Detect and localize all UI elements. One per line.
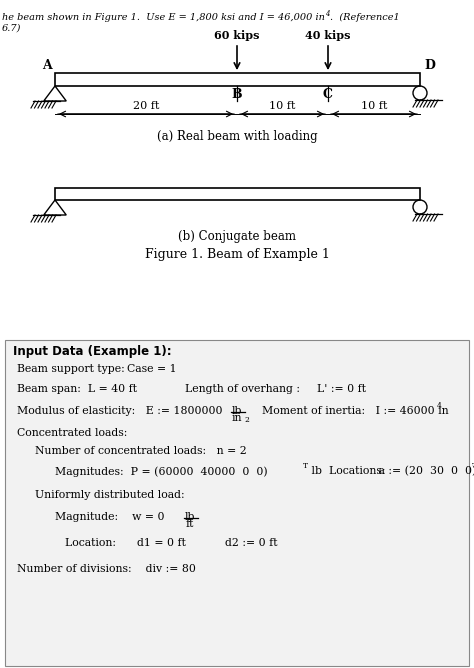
Text: L' := 0 ft: L' := 0 ft (317, 384, 366, 394)
Text: 60 kips: 60 kips (214, 30, 260, 41)
Text: in: in (232, 413, 243, 423)
Text: 40 kips: 40 kips (305, 30, 351, 41)
Text: 2: 2 (244, 416, 249, 424)
Text: Input Data (Example 1):: Input Data (Example 1): (13, 345, 172, 358)
Text: Magnitude:    w = 0: Magnitude: w = 0 (55, 512, 164, 522)
Text: 6.7): 6.7) (2, 24, 21, 33)
Text: lb: lb (185, 512, 195, 522)
Text: Modulus of elasticity:   E := 1800000: Modulus of elasticity: E := 1800000 (17, 406, 222, 416)
Bar (55, 73, 420, 86)
Text: B: B (232, 88, 242, 101)
Bar (5, 340, 469, 666)
Text: 4: 4 (437, 402, 442, 410)
Text: he beam shown in Figure 1.  Use E = 1,800 ksi and I = 46,000 in: he beam shown in Figure 1. Use E = 1,800… (2, 13, 325, 22)
Text: Beam support type:: Beam support type: (17, 364, 125, 374)
Text: A: A (42, 59, 52, 72)
Text: C: C (323, 88, 333, 101)
Text: Case = 1: Case = 1 (127, 364, 177, 374)
Text: (b) Conjugate beam: (b) Conjugate beam (179, 230, 297, 243)
Text: 10 ft: 10 ft (361, 101, 387, 111)
Text: 4: 4 (325, 10, 329, 18)
Text: T: T (472, 462, 474, 470)
Text: lb: lb (232, 406, 243, 416)
Text: Location:      d1 = 0 ft: Location: d1 = 0 ft (65, 538, 186, 548)
Text: Concentrated loads:: Concentrated loads: (17, 428, 128, 438)
Text: Figure 1. Beam of Example 1: Figure 1. Beam of Example 1 (145, 248, 330, 261)
Text: a := (20  30  0  0): a := (20 30 0 0) (375, 466, 474, 476)
Text: T: T (303, 462, 308, 470)
Text: Length of overhang :: Length of overhang : (185, 384, 300, 394)
Text: Magnitudes:  P = (60000  40000  0  0): Magnitudes: P = (60000 40000 0 0) (55, 466, 268, 476)
Bar (55, 188, 420, 200)
Text: Uniformly distributed load:: Uniformly distributed load: (35, 490, 185, 500)
Text: D: D (424, 59, 435, 72)
Text: ft: ft (186, 519, 194, 529)
Text: lb  Locations:: lb Locations: (308, 466, 385, 476)
Text: (a) Real beam with loading: (a) Real beam with loading (157, 130, 318, 143)
Text: Number of divisions:    div := 80: Number of divisions: div := 80 (17, 564, 196, 574)
Text: 20 ft: 20 ft (133, 101, 159, 111)
Text: Number of concentrated loads:   n = 2: Number of concentrated loads: n = 2 (35, 446, 247, 456)
Text: Beam span:  L = 40 ft: Beam span: L = 40 ft (17, 384, 137, 394)
Text: 10 ft: 10 ft (269, 101, 296, 111)
Text: d2 := 0 ft: d2 := 0 ft (225, 538, 277, 548)
Text: .  (Reference1: . (Reference1 (330, 13, 400, 22)
Text: Moment of inertia:   I := 46000 in: Moment of inertia: I := 46000 in (262, 406, 448, 416)
